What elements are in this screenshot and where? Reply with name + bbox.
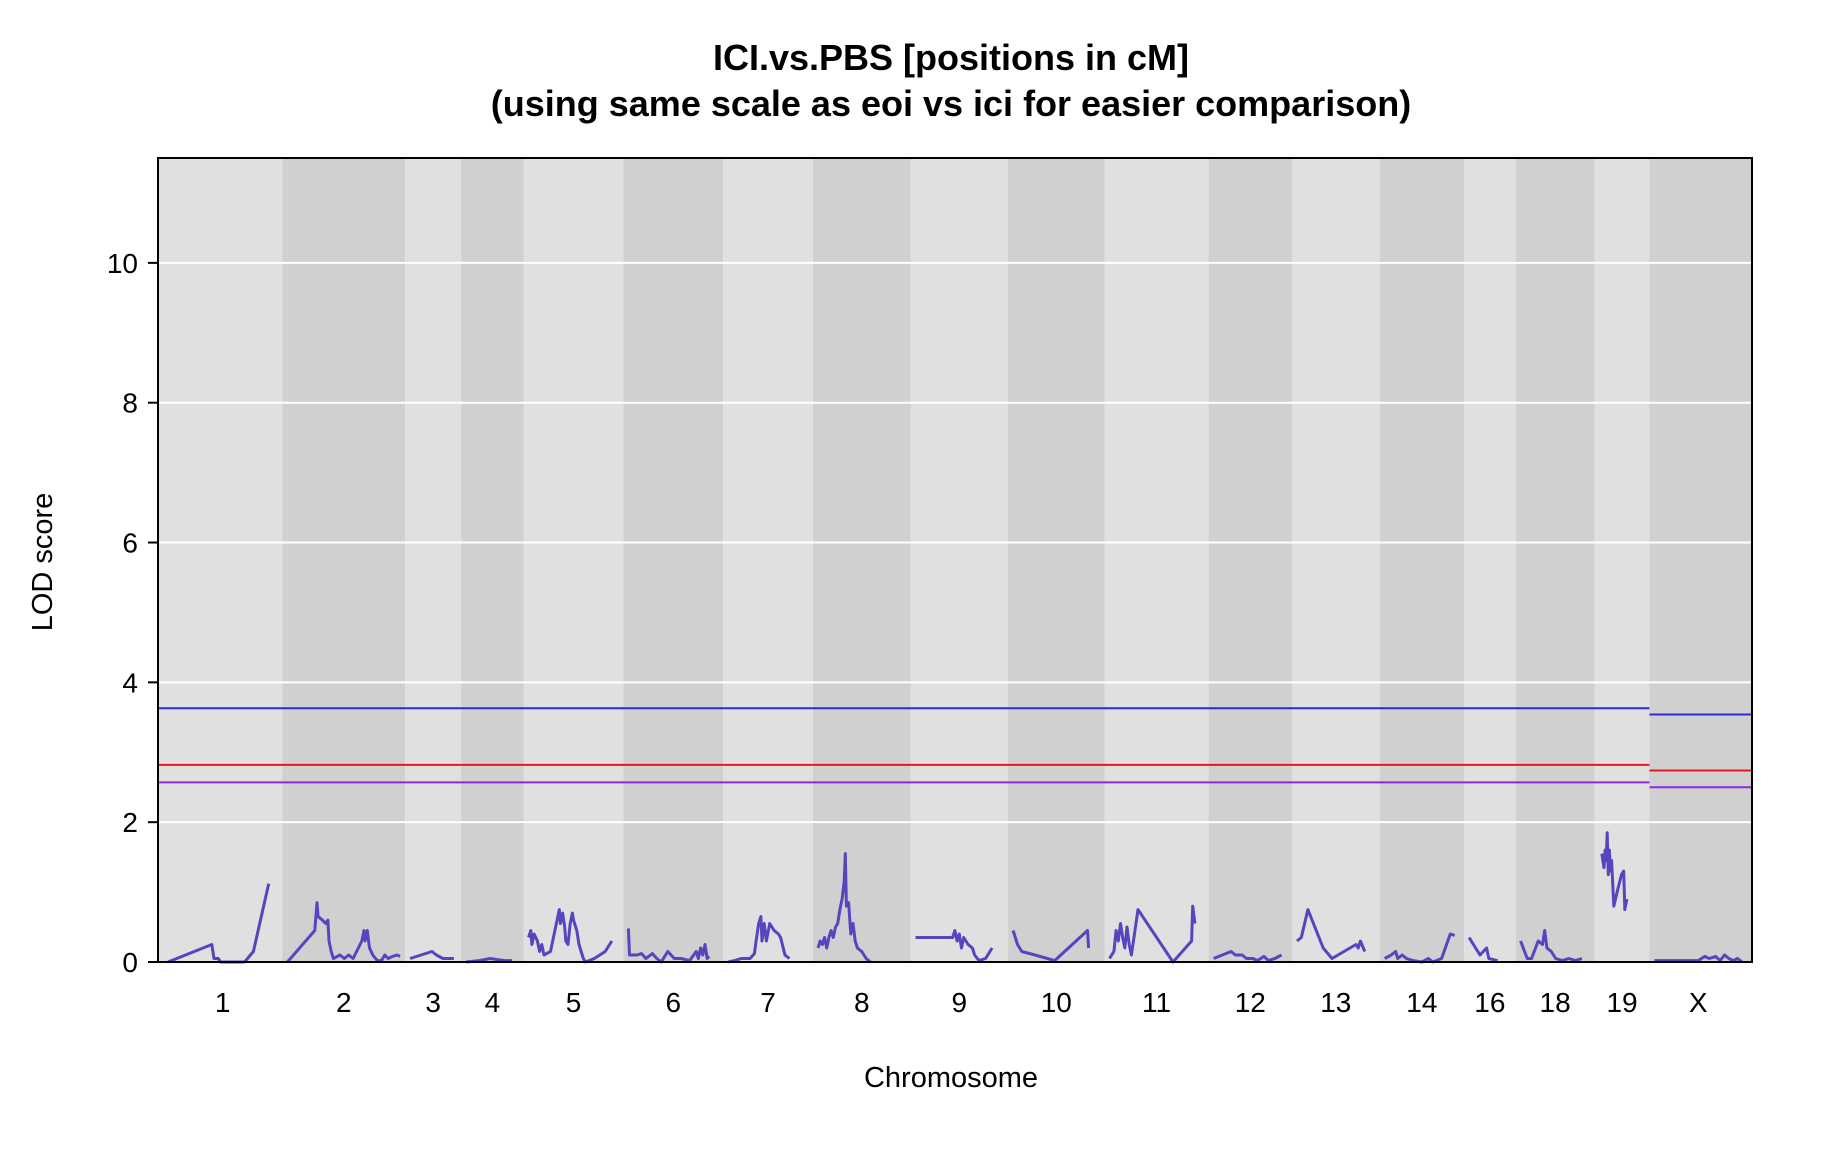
chromosome-band-1 [158, 158, 283, 962]
y-tick-label-0: 0 [122, 947, 138, 978]
x-tick-label-chr-14: 14 [1406, 987, 1437, 1018]
lod-curve-chr-6 [626, 928, 711, 964]
lod-curve-chr-18 [1519, 929, 1583, 963]
x-axis-ticks: 1 2 3 4 5 6 7 8 9 10 11 12 13 14 16 18 19 X [215, 987, 1708, 1018]
lod-curve-chr-16 [1467, 936, 1498, 963]
y-tick-label-4: 4 [122, 667, 138, 698]
lod-curve-chr-X [1654, 953, 1743, 964]
chromosome-band-X [1649, 158, 1752, 962]
x-tick-label-chr-5: 5 [566, 987, 582, 1018]
y-gridlines [158, 261, 1752, 824]
plot-frame [157, 157, 1753, 963]
y-tick-label-2: 2 [122, 807, 138, 838]
y-tick-label-8: 8 [122, 388, 138, 419]
chromosome-band-12 [1208, 158, 1292, 962]
chromosome-band-4 [461, 158, 524, 962]
lod-curve-chr-9 [915, 929, 994, 963]
threshold-lines [158, 707, 1752, 789]
y-axis-ticks: 0 2 4 6 8 10 [107, 248, 158, 978]
lod-curve-chr-14 [1383, 932, 1456, 964]
x-tick-label-chr-18: 18 [1540, 987, 1571, 1018]
x-tick-label-chr-4: 4 [485, 987, 501, 1018]
chromosome-band-11 [1104, 158, 1209, 962]
lod-curve-chr-12 [1213, 950, 1283, 963]
lod-curve-chr-4 [465, 957, 513, 964]
lod-curve-chr-5 [527, 908, 614, 964]
chromosome-band-16 [1464, 158, 1516, 962]
x-tick-label-chr-9: 9 [952, 987, 968, 1018]
chromosome-band-9 [910, 158, 1009, 962]
x-tick-label-chr-7: 7 [760, 987, 776, 1018]
chromosome-band-13 [1291, 158, 1380, 962]
x-tick-label-chr-3: 3 [425, 987, 441, 1018]
x-tick-label-chr-X: X [1689, 987, 1708, 1018]
y-tick-label-10: 10 [107, 248, 138, 279]
y-tick-label-6: 6 [122, 528, 138, 559]
chart-title-line1: ICI.vs.PBS [positions in cM] [713, 37, 1189, 78]
chromosome-band-7 [723, 158, 813, 962]
chromosome-band-10 [1008, 158, 1105, 962]
lod-curve-chr-19 [1600, 831, 1629, 912]
y-axis-label: LOD score [27, 493, 59, 632]
lod-curve-chr-8 [816, 852, 872, 964]
chromosome-band-2 [282, 158, 406, 962]
x-tick-label-chr-12: 12 [1235, 987, 1266, 1018]
chromosome-band-6 [623, 158, 724, 962]
x-tick-label-chr-6: 6 [665, 987, 681, 1018]
chromosome-band-18 [1515, 158, 1595, 962]
x-tick-label-chr-2: 2 [336, 987, 352, 1018]
lod-curve-chr-7 [727, 915, 791, 964]
lod-curve-chr-1 [167, 883, 271, 964]
x-tick-label-chr-11: 11 [1142, 987, 1171, 1018]
x-tick-label-chr-10: 10 [1041, 987, 1072, 1018]
lod-curve-chr-13 [1296, 908, 1367, 960]
lod-curve-chr-10 [1011, 929, 1091, 963]
lod-curve-chr-3 [409, 950, 454, 960]
x-axis-label: Chromosome [864, 1062, 1038, 1094]
lod-curve-chr-2 [286, 901, 401, 963]
x-tick-label-chr-13: 13 [1320, 987, 1351, 1018]
x-tick-label-chr-19: 19 [1606, 987, 1637, 1018]
chromosome-band-14 [1379, 158, 1465, 962]
chromosome-band-3 [405, 158, 462, 962]
chromosome-bands [158, 158, 1752, 962]
x-tick-label-chr-8: 8 [854, 987, 870, 1018]
chromosome-band-8 [812, 158, 911, 962]
lod-curve-chr-11 [1108, 904, 1197, 964]
x-tick-label-chr-16: 16 [1474, 987, 1505, 1018]
lod-curves [167, 831, 1743, 964]
chromosome-band-5 [523, 158, 624, 962]
x-tick-label-chr-1: 1 [215, 987, 231, 1018]
chart-title-line2: (using same scale as eoi vs ici for easi… [491, 83, 1411, 124]
chromosome-band-19 [1594, 158, 1650, 962]
